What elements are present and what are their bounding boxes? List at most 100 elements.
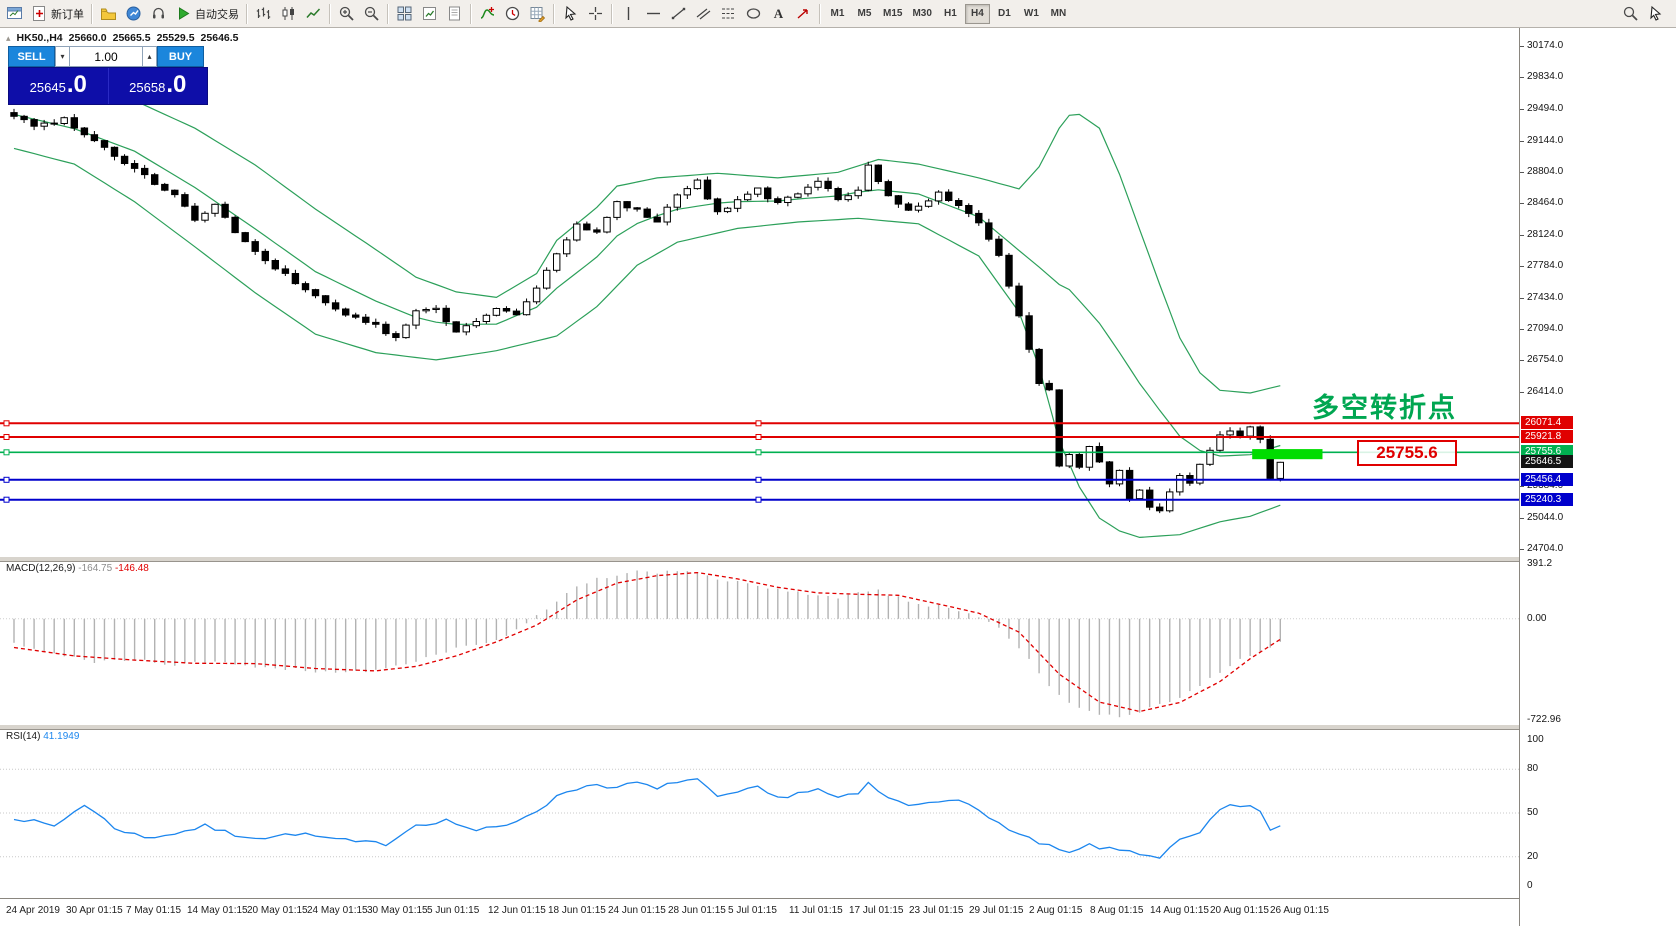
price-tick-label: 26754.0 xyxy=(1527,354,1564,365)
rsi-axis-label: 80 xyxy=(1527,763,1539,775)
tile-windows-icon xyxy=(396,5,413,22)
toolbar-group xyxy=(558,3,608,25)
new-order-icon xyxy=(31,5,48,22)
ellipse-icon xyxy=(745,5,762,22)
shapes-button[interactable] xyxy=(741,3,766,25)
timeframe-m5-button[interactable]: M5 xyxy=(852,4,877,24)
line-handle[interactable] xyxy=(3,434,10,440)
line-handle[interactable] xyxy=(3,449,10,456)
price-tick-label: 29144.0 xyxy=(1527,135,1564,146)
line-handle[interactable] xyxy=(755,496,762,503)
profiles-button[interactable] xyxy=(96,3,121,25)
price-tickmark xyxy=(1520,266,1524,267)
timeframe-group: M1 M5 M15 M30 H1 H4 D1 W1 MN xyxy=(824,3,1072,24)
price-tick-label: 27094.0 xyxy=(1527,323,1564,334)
macd-panel[interactable] xyxy=(0,560,1519,724)
new-chart-button[interactable] xyxy=(417,3,442,25)
sell-price[interactable]: 25645.0 xyxy=(9,68,109,104)
autotrading-button[interactable]: 自动交易 xyxy=(171,3,243,25)
toolbar-group xyxy=(475,3,550,25)
close-value: 25646.5 xyxy=(200,32,239,44)
toolbar-separator xyxy=(387,3,389,24)
toolbar-group: 自动交易 xyxy=(96,3,243,25)
search-button[interactable] xyxy=(1618,2,1643,24)
chart-list-button[interactable] xyxy=(442,3,467,25)
support-button[interactable] xyxy=(146,3,171,25)
candles xyxy=(10,108,1284,514)
time-axis[interactable]: 24 Apr 2019 30 Apr 01:15 7 May 01:15 14 May… xyxy=(0,898,1519,927)
line-handle[interactable] xyxy=(3,476,10,483)
timeframe-m30-button[interactable]: M30 xyxy=(908,4,935,24)
cursor-button[interactable] xyxy=(558,3,583,25)
turning-point-annotation[interactable]: 多空转折点 xyxy=(1312,393,1457,423)
main-chart[interactable] xyxy=(0,28,1519,556)
line-handle[interactable] xyxy=(755,420,762,427)
price-tickmark xyxy=(1520,235,1524,236)
zoom-in-button[interactable] xyxy=(334,3,359,25)
date-label: 17 Jul 01:15 xyxy=(849,905,904,916)
price-tick-label: 28464.0 xyxy=(1527,197,1564,208)
vertical-line-button[interactable] xyxy=(616,3,641,25)
fibonacci-button[interactable] xyxy=(716,3,741,25)
rsi-axis-label: 100 xyxy=(1527,734,1544,745)
timeframe-mn-button[interactable]: MN xyxy=(1046,4,1071,24)
timeframe-m1-button[interactable]: M1 xyxy=(825,4,850,24)
line-handle[interactable] xyxy=(755,434,762,440)
new-chart-icon xyxy=(421,5,438,22)
line-handle[interactable] xyxy=(755,476,762,483)
horizontal-line-button[interactable] xyxy=(641,3,666,25)
line-handle[interactable] xyxy=(3,496,10,503)
indicators-button[interactable] xyxy=(475,3,500,25)
buy-price[interactable]: 25658.0 xyxy=(129,71,187,98)
timeframe-d1-button[interactable]: D1 xyxy=(992,4,1017,24)
crosshair-button[interactable] xyxy=(583,3,608,25)
macd-axis-label: -722.96 xyxy=(1527,714,1561,725)
price-tag-26071.4: 26071.4 xyxy=(1521,416,1573,429)
buy-button[interactable]: BUY xyxy=(157,46,204,67)
date-label: 2 Aug 01:15 xyxy=(1029,905,1083,916)
candlestick-chart-button[interactable] xyxy=(276,3,301,25)
open-value: 25660.0 xyxy=(68,32,107,44)
trendline-button[interactable] xyxy=(666,3,691,25)
rsi-axis-label: 20 xyxy=(1527,850,1539,862)
equidistant-channel-button[interactable] xyxy=(691,3,716,25)
highlight-rectangle[interactable] xyxy=(1252,449,1323,460)
chart-window-menu-button[interactable] xyxy=(2,3,27,25)
price-tick-label: 27784.0 xyxy=(1527,260,1564,271)
toolbar-separator xyxy=(329,3,331,24)
timeframe-m15-button[interactable]: M15 xyxy=(879,4,906,24)
volume-increase-button[interactable]: ▴ xyxy=(142,46,157,67)
timeframe-w1-button[interactable]: W1 xyxy=(1019,4,1044,24)
price-axis[interactable]: 391.2 0.00 -722.96 100 80 50 20 0 30174.0 29834.0… xyxy=(1519,28,1676,926)
document-icon xyxy=(446,5,463,22)
bar-chart-button[interactable] xyxy=(251,3,276,25)
price-label-annotation[interactable]: 25755.6 xyxy=(1357,440,1457,466)
symbol-period-label: HK50.,H4 xyxy=(16,32,63,44)
line-chart-button[interactable] xyxy=(301,3,326,25)
volume-decrease-button[interactable]: ▾ xyxy=(55,46,70,67)
panel-divider-macd[interactable] xyxy=(0,556,1676,562)
panel-divider-rsi[interactable] xyxy=(0,724,1676,730)
volume-input[interactable] xyxy=(70,46,142,67)
text-label-button[interactable]: A xyxy=(766,3,791,25)
pointer-button[interactable] xyxy=(1643,2,1668,24)
line-handle[interactable] xyxy=(3,420,10,427)
oneclick-collapse-icon[interactable]: ▴ xyxy=(6,32,11,43)
line-handle[interactable] xyxy=(755,449,762,456)
new-order-button[interactable]: 新订单 xyxy=(27,3,88,25)
market-watch-button[interactable] xyxy=(121,3,146,25)
arrows-button[interactable] xyxy=(791,3,816,25)
arrow-icon xyxy=(795,5,812,22)
periods-button[interactable] xyxy=(500,3,525,25)
sell-button[interactable]: SELL xyxy=(8,46,55,67)
timeframe-h4-button[interactable]: H4 xyxy=(964,3,990,24)
timeframe-h1-button[interactable]: H1 xyxy=(938,4,963,24)
templates-button[interactable] xyxy=(525,3,550,25)
tile-windows-button[interactable] xyxy=(392,3,417,25)
date-label: 14 Aug 01:15 xyxy=(1150,905,1209,916)
market-watch-icon xyxy=(125,5,142,22)
profiles-icon xyxy=(100,5,117,22)
rsi-levels xyxy=(0,768,1519,858)
rsi-panel[interactable] xyxy=(0,728,1519,898)
zoom-out-button[interactable] xyxy=(359,3,384,25)
